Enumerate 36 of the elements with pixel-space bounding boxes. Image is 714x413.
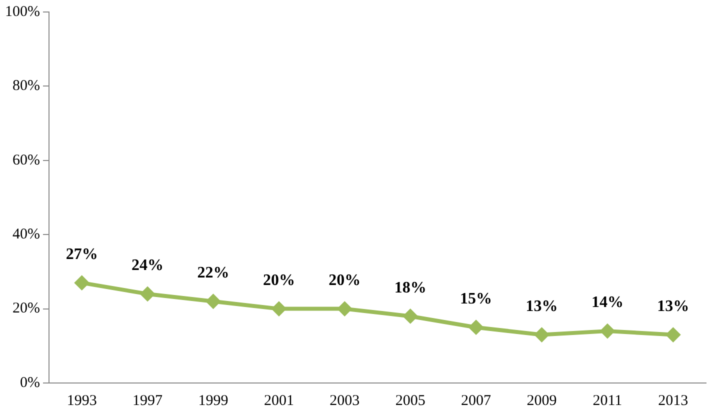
point	[74, 275, 90, 290]
text: 15%	[460, 290, 492, 308]
text: 27%	[66, 246, 98, 263]
x-tick-label: 1997	[132, 392, 164, 409]
x-tick-label: 2001	[264, 392, 294, 409]
point	[402, 308, 418, 324]
x-tick-label: 2007	[461, 392, 492, 409]
text: 20%	[262, 272, 295, 289]
point	[468, 320, 484, 335]
point	[271, 301, 286, 316]
x-tick-label: 2013	[658, 392, 688, 409]
x-tick-label: 2009	[526, 392, 557, 409]
x-tick-label: 1993	[66, 392, 97, 409]
x-tick-label: 1999	[198, 392, 228, 409]
y-tick-label: 100%	[4, 4, 40, 20]
text: 20%	[328, 272, 361, 289]
x-tick-label: 2011	[592, 392, 622, 409]
y-tick-label: 40%	[12, 226, 40, 243]
point	[206, 294, 221, 309]
point	[600, 324, 615, 339]
text: 22%	[197, 264, 230, 282]
y-tick-label: 60%	[12, 152, 40, 168]
text: 14%	[591, 294, 624, 312]
point	[140, 286, 156, 302]
y-tick-label: 80%	[12, 78, 40, 94]
text: 13%	[657, 298, 690, 315]
point	[666, 327, 681, 342]
y-tick-label: 20%	[12, 300, 40, 317]
text: 24%	[132, 257, 164, 274]
y-tick-label: 0%	[20, 374, 40, 391]
text: 18%	[394, 279, 426, 296]
text: 13%	[526, 298, 558, 315]
point	[534, 327, 550, 342]
point	[337, 301, 352, 316]
x-tick-label: 2003	[330, 392, 360, 409]
x-tick-label: 2005	[395, 392, 426, 409]
